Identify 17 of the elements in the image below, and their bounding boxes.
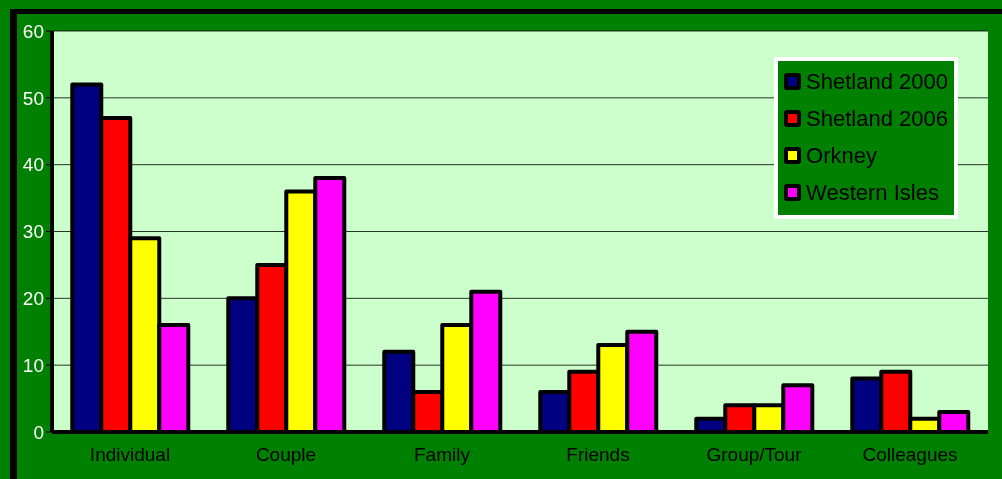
x-tick-label: Group/Tour [706, 444, 803, 466]
legend-label: Shetland 2000 [806, 68, 948, 95]
x-tick-label: Family [414, 444, 471, 466]
legend-label: Orkney [806, 142, 878, 169]
x-tick-label: Individual [89, 444, 171, 466]
y-tick-label: 40 [22, 154, 44, 176]
y-tick-label: 10 [22, 354, 44, 376]
y-tick-label: 30 [22, 221, 44, 243]
y-tick-label: 20 [22, 288, 44, 310]
x-tick-label: Friends [566, 444, 630, 466]
y-tick-label: 50 [22, 87, 44, 109]
y-tick-label: 60 [22, 20, 44, 42]
legend-label: Western Isles [806, 179, 939, 206]
x-tick-label: Colleagues [862, 444, 958, 466]
legend-label: Shetland 2006 [806, 105, 948, 132]
y-tick-label: 0 [33, 421, 44, 443]
x-tick-label: Couple [255, 444, 317, 466]
